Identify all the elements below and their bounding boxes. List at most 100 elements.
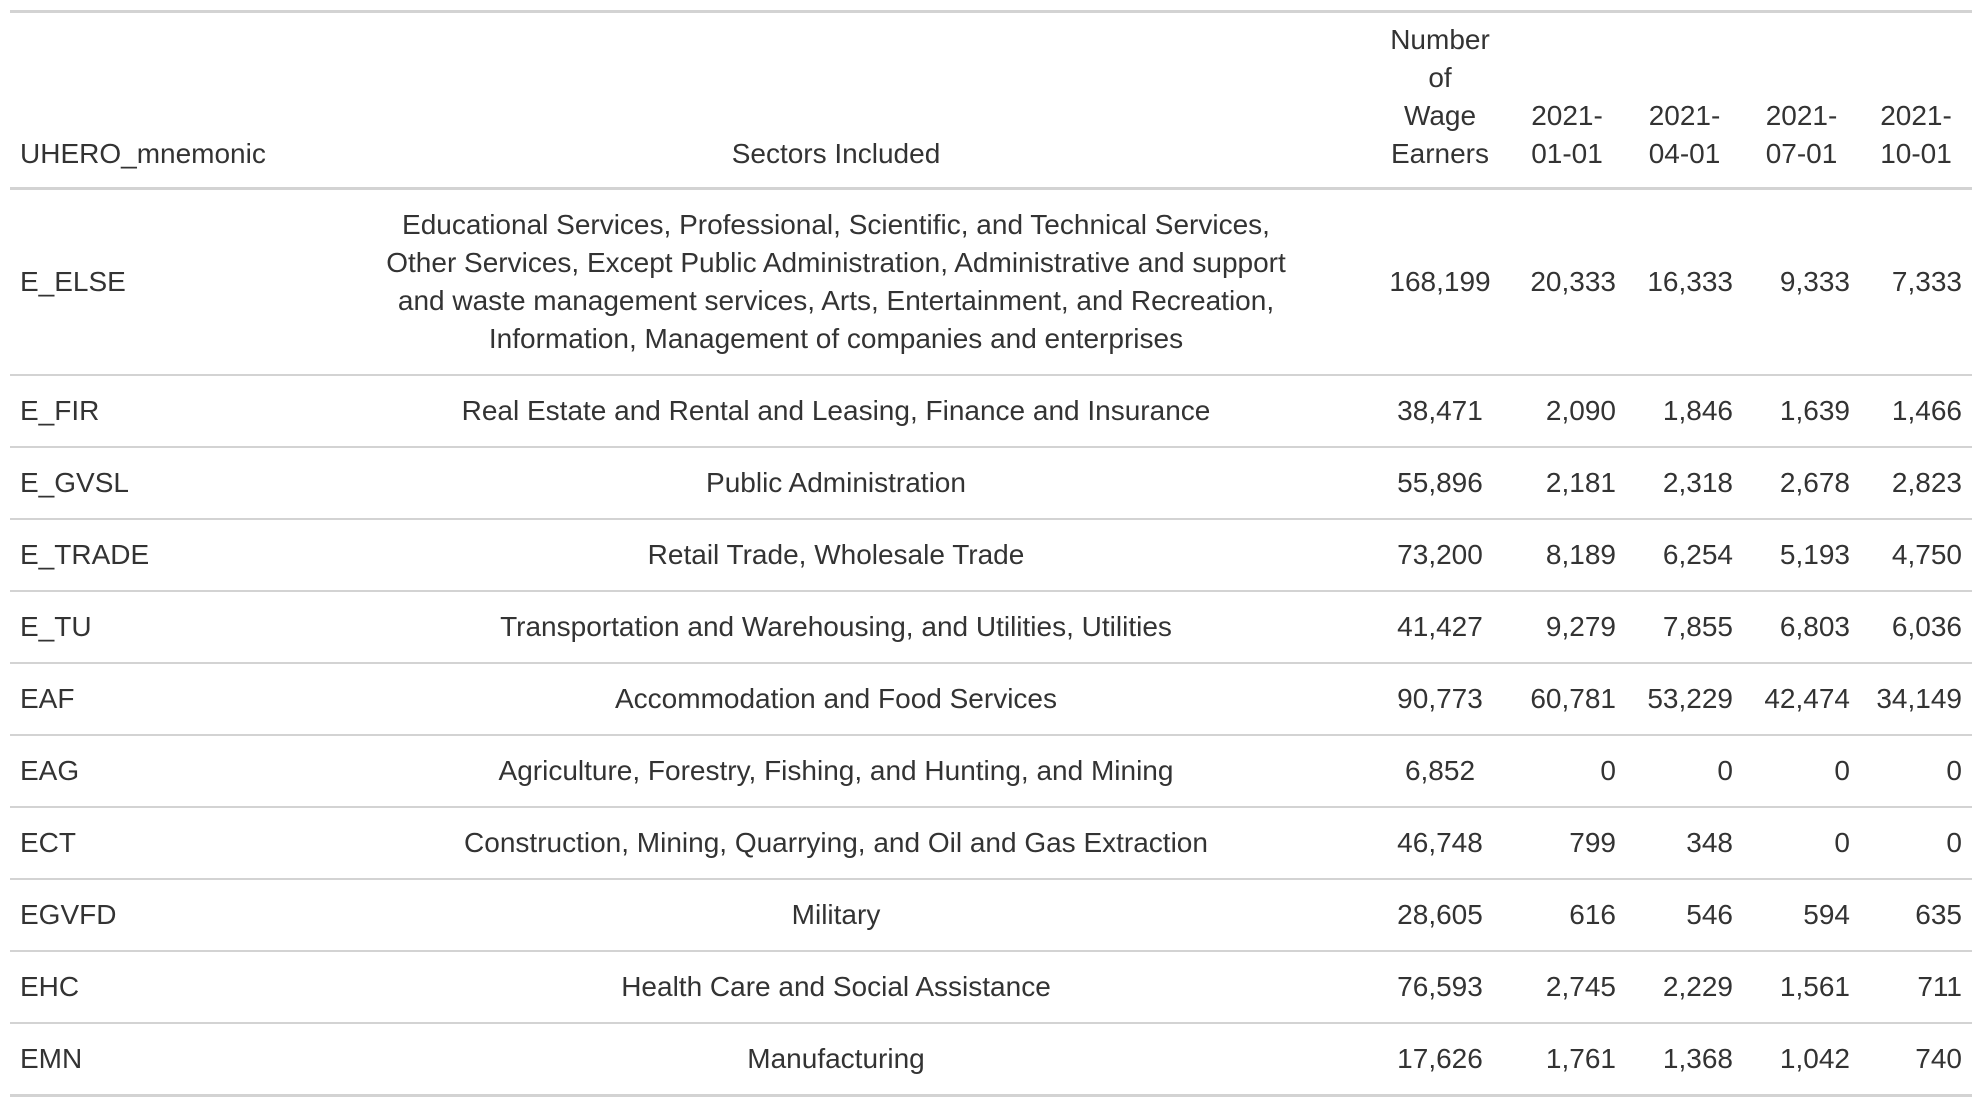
cell-2021-07-01: 9,333 <box>1743 188 1860 376</box>
cell-sectors: Educational Services, Professional, Scie… <box>300 188 1372 376</box>
cell-sectors-line: and waste management services, Arts, Ent… <box>397 285 1275 316</box>
header-2021-04-01: 2021- 04-01 <box>1626 11 1743 190</box>
header-wage-earners: Number of Wage Earners <box>1372 11 1508 190</box>
cell-2021-01-01: 1,761 <box>1545 1043 1616 1074</box>
cell-2021-07-01: 2,678 <box>1743 447 1860 520</box>
header-date-line: 2021- <box>1765 100 1838 131</box>
table-row: EAG Agriculture, Forestry, Fishing, and … <box>10 735 1972 808</box>
cell-2021-04-01: 1,846 <box>1626 375 1743 448</box>
cell-2021-10-01: 1,466 <box>1860 375 1972 448</box>
cell-mnemonic: EMN <box>20 1043 83 1074</box>
cell-earners: 73,200 <box>1372 519 1508 592</box>
header-date-line: 10-01 <box>1880 138 1952 169</box>
cell-2021-07-01: 1,639 <box>1743 375 1860 448</box>
cell-2021-07-01: 1,561 <box>1743 951 1860 1024</box>
header-wage-earners-line: of <box>1428 62 1452 93</box>
cell-earners: 6,852 <box>1372 735 1508 808</box>
cell-2021-10-01: 34,149 <box>1860 663 1972 736</box>
cell-2021-01-01: 8,189 <box>1508 519 1626 592</box>
header-wage-earners-line: Earners <box>1390 138 1490 169</box>
cell-2021-04-01: 546 <box>1626 879 1743 952</box>
cell-2021-04-01: 2,229 <box>1626 951 1743 1024</box>
header-date-line: 2021- <box>1880 100 1952 131</box>
cell-earners: 55,896 <box>1372 447 1508 520</box>
cell-mnemonic: EGVFD <box>10 879 300 952</box>
cell-sectors-line: Information, Management of companies and… <box>488 323 1184 354</box>
cell-2021-01-01: 9,279 <box>1508 591 1626 664</box>
cell-2021-04-01: 2,318 <box>1626 447 1743 520</box>
cell-2021-07-01: 1,042 <box>1779 1043 1850 1074</box>
cell-2021-01-01: 2,181 <box>1508 447 1626 520</box>
cell-sectors: Health Care and Social Assistance <box>300 951 1372 1024</box>
header-date-line: 2021- <box>1531 100 1603 131</box>
cell-2021-04-01: 16,333 <box>1626 188 1743 376</box>
cell-2021-07-01: 6,803 <box>1743 591 1860 664</box>
cell-2021-01-01: 20,333 <box>1508 188 1626 376</box>
cell-2021-04-01: 1,368 <box>1662 1043 1733 1074</box>
cell-2021-01-01: 799 <box>1508 807 1626 880</box>
cell-2021-10-01: 0 <box>1860 807 1972 880</box>
cell-mnemonic: EHC <box>10 951 300 1024</box>
cell-2021-10-01: 6,036 <box>1860 591 1972 664</box>
header-date-line: 2021- <box>1648 100 1721 131</box>
cell-sectors: Real Estate and Rental and Leasing, Fina… <box>300 375 1372 448</box>
cell-2021-04-01: 6,254 <box>1626 519 1743 592</box>
cell-2021-07-01: 594 <box>1743 879 1860 952</box>
table-row: E_GVSL Public Administration 55,896 2,18… <box>10 447 1972 520</box>
cell-2021-01-01: 616 <box>1508 879 1626 952</box>
cell-sectors: Military <box>300 879 1372 952</box>
header-wage-earners-line: Wage <box>1403 100 1477 131</box>
table-row: E_TRADE Retail Trade, Wholesale Trade 73… <box>10 519 1972 592</box>
table-row: EGVFD Military 28,605 616 546 594 635 <box>10 879 1972 952</box>
cell-2021-10-01: 740 <box>1915 1043 1962 1074</box>
cell-2021-10-01: 0 <box>1860 735 1972 808</box>
cell-mnemonic: E_FIR <box>10 375 300 448</box>
cell-2021-04-01: 348 <box>1626 807 1743 880</box>
cell-earners: 46,748 <box>1372 807 1508 880</box>
cell-earners: 90,773 <box>1372 663 1508 736</box>
cell-2021-10-01: 711 <box>1860 951 1972 1024</box>
cell-2021-01-01: 2,745 <box>1508 951 1626 1024</box>
table-row: ECT Construction, Mining, Quarrying, and… <box>10 807 1972 880</box>
cell-2021-01-01: 0 <box>1508 735 1626 808</box>
cell-mnemonic: E_TRADE <box>10 519 300 592</box>
cell-mnemonic: EAG <box>10 735 300 808</box>
cell-2021-01-01: 2,090 <box>1508 375 1626 448</box>
cell-earners: 41,427 <box>1372 591 1508 664</box>
cell-earners: 168,199 <box>1372 188 1508 376</box>
cell-2021-10-01: 635 <box>1860 879 1972 952</box>
cell-earners: 17,626 <box>1397 1043 1483 1074</box>
cell-mnemonic: EAF <box>10 663 300 736</box>
cell-2021-10-01: 4,750 <box>1860 519 1972 592</box>
cell-sectors: Agriculture, Forestry, Fishing, and Hunt… <box>300 735 1372 808</box>
cell-2021-07-01: 42,474 <box>1743 663 1860 736</box>
header-date-line: 01-01 <box>1531 138 1603 169</box>
cell-2021-07-01: 0 <box>1743 807 1860 880</box>
table-row: E_TU Transportation and Warehousing, and… <box>10 591 1972 664</box>
cell-sectors: Transportation and Warehousing, and Util… <box>300 591 1372 664</box>
cell-sectors: Construction, Mining, Quarrying, and Oil… <box>300 807 1372 880</box>
cell-mnemonic: E_TU <box>10 591 300 664</box>
cell-2021-04-01: 7,855 <box>1626 591 1743 664</box>
cell-2021-04-01: 53,229 <box>1626 663 1743 736</box>
header-date-line: 04-01 <box>1648 138 1721 169</box>
cell-2021-04-01: 0 <box>1626 735 1743 808</box>
wage-earners-table: UHERO_mnemonic Sectors Included Number o… <box>10 10 1972 1097</box>
cell-sectors: Manufacturing <box>747 1043 925 1074</box>
cell-mnemonic: E_GVSL <box>10 447 300 520</box>
table-row: E_ELSE Educational Services, Professiona… <box>10 188 1972 376</box>
header-row: UHERO_mnemonic Sectors Included Number o… <box>10 11 1972 190</box>
header-date-line: 07-01 <box>1765 138 1838 169</box>
cell-earners: 76,593 <box>1372 951 1508 1024</box>
cell-sectors: Public Administration <box>300 447 1372 520</box>
cell-sectors-line: Educational Services, Professional, Scie… <box>402 209 1270 240</box>
header-sectors: Sectors Included <box>300 11 1372 190</box>
header-mnemonic: UHERO_mnemonic <box>10 11 300 190</box>
table-row: E_FIR Real Estate and Rental and Leasing… <box>10 375 1972 448</box>
cell-earners: 38,471 <box>1372 375 1508 448</box>
cell-2021-10-01: 7,333 <box>1860 188 1972 376</box>
table-row: EAF Accommodation and Food Services 90,7… <box>10 663 1972 736</box>
cell-sectors: Accommodation and Food Services <box>300 663 1372 736</box>
cell-2021-10-01: 2,823 <box>1860 447 1972 520</box>
cell-sectors-line: Other Services, Except Public Administra… <box>386 247 1286 278</box>
